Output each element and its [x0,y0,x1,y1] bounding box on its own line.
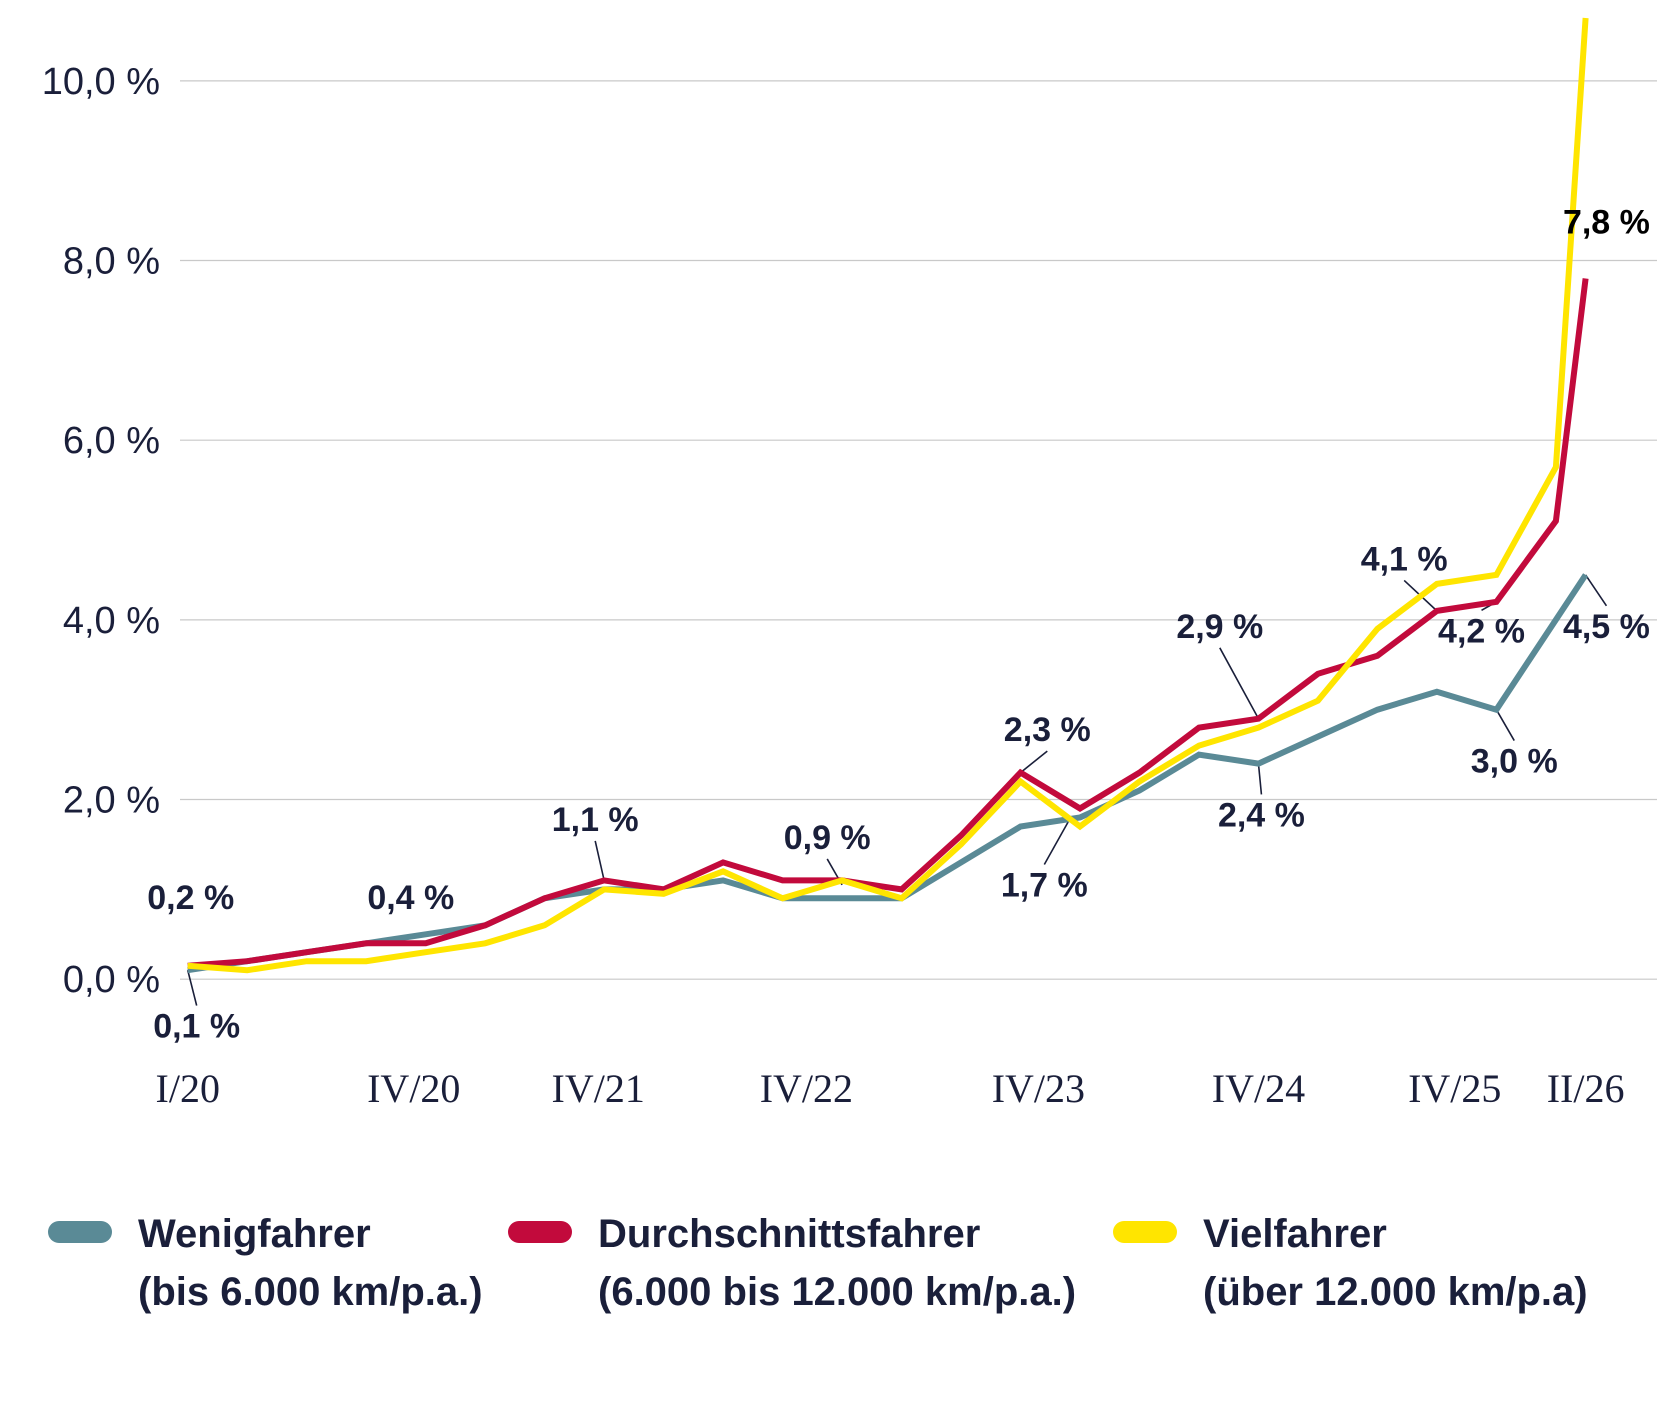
gridlines [180,80,1657,980]
legend-sublabel: (über 12.000 km/p.a) [1203,1270,1588,1314]
series-line-1 [187,573,1589,974]
leader-line [594,840,605,881]
data-label: 2,9 % [1176,608,1263,646]
legend-label: Vielfahrer [1203,1212,1387,1256]
data-label: 0,2 % [147,879,234,917]
legend-item-durchschnittsfahrer: Durchschnittsfahrer (6.000 bis 12.000 km… [508,1205,1113,1321]
data-label: 4,1 % [1361,540,1448,578]
leader-line [1020,750,1048,774]
leader-line [1495,709,1515,741]
data-label: 1,7 % [1001,867,1088,905]
data-label: 0,4 % [367,879,454,917]
legend-swatch-wenigfahrer [48,1221,112,1243]
series-lines [187,17,1589,974]
leader-line [1257,763,1263,795]
y-tick-label: 10,0 % [42,61,160,103]
x-tick-label: IV/22 [760,1066,853,1111]
y-tick-label: 6,0 % [63,420,160,462]
x-tick-label: IV/24 [1212,1066,1305,1111]
legend-sublabel: (6.000 bis 12.000 km/p.a.) [598,1270,1077,1314]
legend-label: Durchschnittsfahrer [598,1212,981,1256]
data-label: 0,1 % [153,1008,240,1046]
data-label: 2,4 % [1218,796,1305,834]
x-tick-label: IV/25 [1408,1066,1501,1111]
data-label: 4,2 % [1438,612,1525,650]
y-axis-ticks: 0,0 % 2,0 % 4,0 % 6,0 % 8,0 % 10,0 % [42,61,160,1001]
data-label: 4,5 % [1563,608,1650,646]
x-tick-label: II/26 [1547,1066,1625,1111]
leader-line [1219,647,1260,720]
x-tick-label: IV/20 [367,1066,460,1111]
legend-swatch-vielfahrer [1113,1221,1177,1243]
x-axis-ticks: I/20 IV/20 IV/21 IV/22 IV/23 IV/24 IV/25 II/26 [156,1066,1625,1111]
x-tick-label: IV/23 [992,1066,1085,1111]
legend-swatch-durchschnittsfahrer [508,1221,572,1243]
line-chart: 0,0 % 2,0 % 4,0 % 6,0 % 8,0 % 10,0 % I/20 IV/2… [42,17,1657,1111]
y-tick-label: 4,0 % [63,600,160,642]
data-label: 1,1 % [552,801,639,839]
x-tick-label: I/20 [156,1066,220,1111]
legend-item-vielfahrer: Vielfahrer (über 12.000 km/p.a) [1113,1205,1593,1321]
x-tick-label: IV/21 [552,1066,645,1111]
data-label: 2,3 % [1004,711,1091,749]
data-labels: 0,2 % 0,1 % 0,4 % 1,1 % 0,9 % 2,3 % 1,7 % 2,9 %… [147,204,1650,1046]
data-label: 3,0 % [1471,743,1558,781]
series-line-3 [187,17,1589,974]
data-label: 7,8 % [1563,204,1650,242]
y-tick-label: 2,0 % [63,780,160,822]
legend-label: Wenigfahrer [138,1212,371,1256]
legend-item-wenigfahrer: Wenigfahrer (bis 6.000 km/p.a.) [48,1205,508,1321]
data-label: 0,9 % [784,819,871,857]
leader-line [1584,574,1608,607]
y-tick-label: 8,0 % [63,241,160,283]
legend-sublabel: (bis 6.000 km/p.a.) [138,1270,483,1314]
legend: Wenigfahrer (bis 6.000 km/p.a.) Durchsch… [48,1205,1628,1321]
y-tick-label: 0,0 % [63,959,160,1001]
series-line-2 [187,278,1589,969]
leader-line [1043,821,1069,865]
leader-line [186,970,198,1006]
